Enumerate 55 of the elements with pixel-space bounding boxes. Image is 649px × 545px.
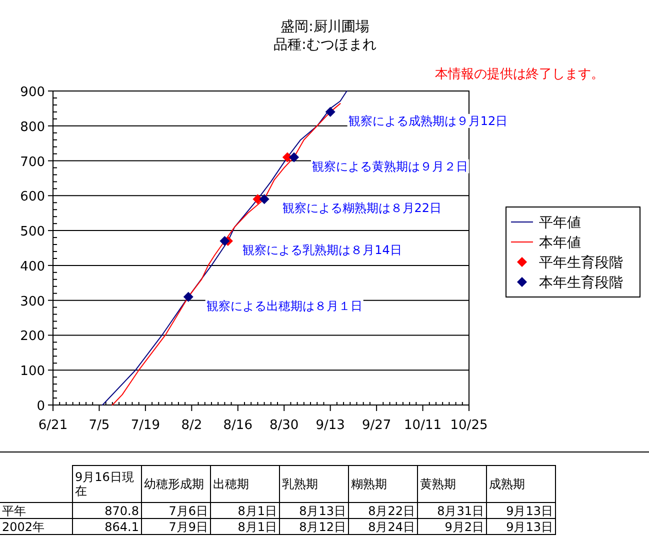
text: 幼穂形成期 — [142, 466, 210, 502]
legend-label: 平年値 — [539, 215, 581, 231]
text: 8月1日 — [210, 502, 280, 518]
chart-subtitle: 品種:むつほまれ — [274, 37, 376, 53]
y-tick-label: 300 — [20, 294, 45, 310]
text: 8月12日 — [280, 518, 348, 534]
text: 本情報の提供は終了します。 — [435, 67, 604, 82]
x-tick-label: 10/11 — [404, 418, 442, 433]
y-tick-label: 500 — [20, 224, 45, 240]
x-tick-label: 9/13 — [316, 418, 345, 433]
annotation: 観察による成熟期は９月12日 — [348, 114, 508, 128]
text: 出穂期 — [210, 466, 280, 502]
text: 870.8 — [72, 502, 142, 518]
text: 平年 — [0, 502, 72, 518]
x-tick-label: 6/21 — [38, 418, 68, 433]
y-tick-label: 700 — [20, 154, 45, 170]
annotation: 観察による糊熟期は８月22日 — [282, 201, 442, 216]
text: 9月13日 — [486, 502, 556, 518]
y-tick-label: 400 — [20, 259, 45, 274]
y-tick-label: 600 — [20, 190, 45, 205]
x-tick-label: 8/16 — [223, 418, 252, 433]
text: 864.1 — [72, 518, 142, 534]
chart-title: 盛岡:厨川圃場 — [280, 19, 370, 35]
text: 2002年 — [0, 518, 72, 534]
y-tick-label: 0 — [36, 399, 45, 414]
x-tick-label: 7/5 — [88, 418, 110, 433]
text: 8月22日 — [348, 502, 418, 518]
legend-label: 本年生育段階 — [539, 274, 623, 291]
y-tick-label: 900 — [20, 85, 45, 100]
y-tick-label: 100 — [20, 364, 45, 380]
annotation: 観察による黄熟期は９月２日 — [312, 159, 468, 174]
legend-label: 平年生育段階 — [539, 254, 623, 271]
text: 8月1日 — [210, 518, 280, 534]
x-tick-label: 10/25 — [450, 418, 488, 433]
annotation: 観察による乳熟期は８月14日 — [242, 243, 402, 258]
annotation: 観察による出穂期は８月１日 — [206, 298, 362, 313]
x-tick-label: 7/19 — [130, 418, 160, 433]
text: 9月2日 — [418, 518, 486, 534]
text: 乳熟期 — [280, 466, 348, 502]
text: 7月9日 — [142, 518, 210, 534]
text: 黄熟期 — [418, 466, 486, 502]
y-tick-label: 800 — [20, 120, 45, 135]
text: 糊熟期 — [348, 466, 418, 502]
x-tick-label: 8/2 — [181, 418, 202, 433]
legend-label: 本年値 — [539, 235, 581, 251]
text: 9月13日 — [486, 518, 556, 534]
text: 7月6日 — [142, 502, 210, 518]
text: 8月13日 — [280, 502, 348, 518]
x-tick-label: 8/30 — [270, 418, 299, 433]
text: 8月31日 — [418, 502, 486, 518]
x-tick-label: 9/27 — [362, 418, 392, 433]
text: 成熟期 — [486, 466, 556, 502]
y-tick-label: 200 — [20, 329, 45, 344]
text: 9月16日現在 — [72, 466, 142, 502]
text: 8月24日 — [348, 518, 418, 534]
